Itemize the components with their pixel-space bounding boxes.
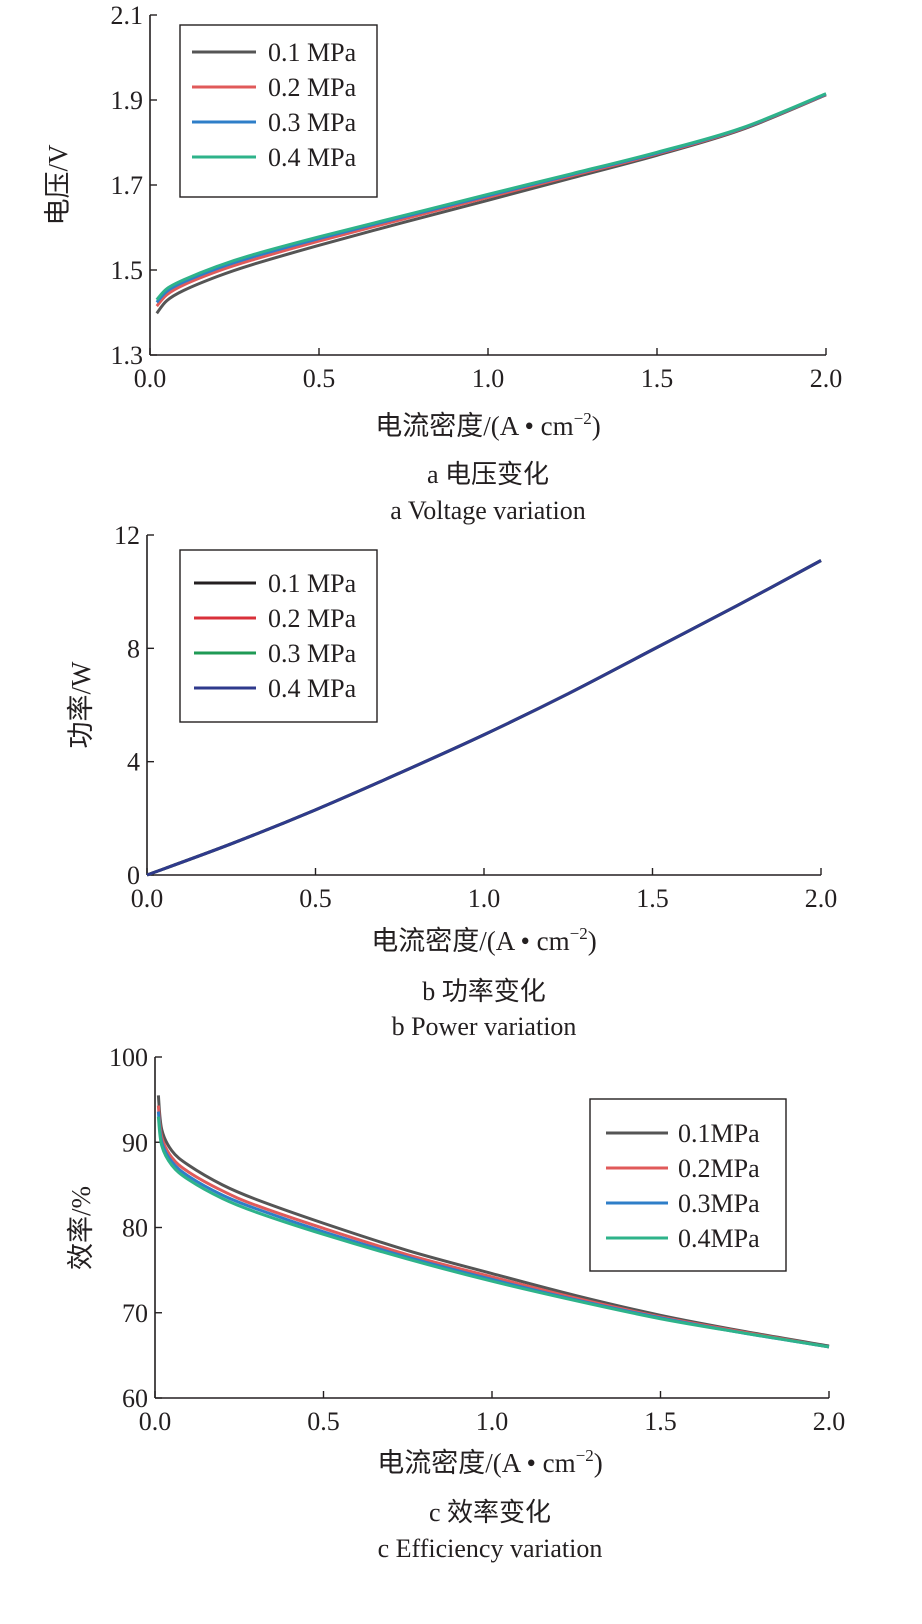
- x-tick-label: 1.5: [644, 1407, 677, 1436]
- series-line: [146, 559, 822, 877]
- efficiency-series: [156, 1095, 830, 1349]
- voltage-legend: 0.1 MPa 0.2 MPa 0.3 MPa 0.4 MPa: [179, 24, 378, 198]
- legend-label: 0.1 MPa: [268, 38, 357, 67]
- voltage-plot-area: 0.0 0.5 1.0 1.5 2.0 1.31.51.71.92.1 0.1 MPa0…: [111, 1, 843, 393]
- legend-label: 0.3 MPa: [268, 639, 357, 668]
- voltage-x-ticks: 0.0 0.5 1.0 1.5 2.0: [134, 348, 843, 393]
- efficiency-x-axis-title: 电流密度/(A • cm−2): [377, 1446, 603, 1478]
- power-x-axis-title: 电流密度/(A • cm−2): [371, 924, 597, 956]
- x-tick-label: 1.0: [472, 364, 505, 393]
- x-tick-label: 0.0: [131, 884, 164, 913]
- series-line: [156, 1116, 830, 1349]
- voltage-chart: 0.0 0.5 1.0 1.5 2.0 1.31.51.71.92.1 0.1 MPa0…: [43, 1, 843, 525]
- x-tick-label: 2.0: [813, 1407, 846, 1436]
- voltage-y-ticks: 1.3 1.5 1.7 1.9 2.1: [111, 1, 157, 370]
- legend-label: 0.2 MPa: [268, 604, 357, 633]
- y-tick-label: 4: [127, 748, 140, 777]
- y-tick-label: 1.9: [111, 86, 144, 115]
- y-tick-label: 70: [122, 1299, 148, 1328]
- x-tick-label: 0.0: [134, 364, 167, 393]
- voltage-y-axis-title: 电压/V: [43, 144, 73, 226]
- y-tick-label: 100: [109, 1043, 148, 1072]
- power-caption-cn: b 功率变化: [422, 977, 546, 1006]
- y-tick-label: 1.5: [111, 256, 144, 285]
- legend-label: 0.4 MPa: [268, 674, 357, 703]
- efficiency-legend: 0.1MPa 0.2MPa 0.3MPa 0.4MPa: [589, 1098, 787, 1272]
- y-tick-label: 8: [127, 634, 140, 663]
- efficiency-caption-cn: c 效率变化: [429, 1498, 551, 1527]
- power-x-ticks: 0.0 0.5 1.0 1.5 2.0: [131, 868, 838, 913]
- legend-label: 0.1 MPa: [268, 569, 357, 598]
- efficiency-caption-en: c Efficiency variation: [378, 1534, 603, 1563]
- power-chart: 0.0 0.5 1.0 1.5 2.0 0 4 8 12 0.1 MPa 0.2 MPa 0.3 …: [66, 521, 837, 1040]
- voltage-series: [155, 92, 827, 315]
- x-tick-label: 1.0: [476, 1407, 509, 1436]
- x-tick-label: 0.0: [139, 1407, 172, 1436]
- power-legend: 0.1 MPa 0.2 MPa 0.3 MPa 0.4 MPa: [179, 549, 378, 723]
- y-tick-label: 60: [122, 1384, 148, 1413]
- y-tick-label: 80: [122, 1214, 148, 1243]
- legend-label: 0.4 MPa: [268, 143, 357, 172]
- legend-label: 0.3MPa: [678, 1189, 760, 1218]
- efficiency-legend-box: [589, 1098, 787, 1272]
- legend-label: 0.3 MPa: [268, 108, 357, 137]
- y-tick-label: 1.7: [111, 171, 144, 200]
- series-line: [156, 1095, 830, 1348]
- voltage-legend-box: [179, 24, 378, 198]
- y-tick-label: 2.1: [111, 1, 144, 30]
- x-tick-label: 0.5: [307, 1407, 340, 1436]
- y-tick-label: 12: [114, 521, 140, 550]
- legend-label: 0.2MPa: [678, 1154, 760, 1183]
- y-tick-label: 0: [127, 861, 140, 890]
- x-tick-label: 2.0: [805, 884, 838, 913]
- efficiency-y-axis-title: 效率/%: [66, 1186, 96, 1270]
- efficiency-y-ticks: 60 70 80 90 100: [109, 1043, 162, 1413]
- voltage-caption-cn: a 电压变化: [427, 460, 549, 489]
- x-tick-label: 0.5: [299, 884, 332, 913]
- power-legend-box: [179, 549, 378, 723]
- voltage-x-axis-title: 电流密度/(A • cm−2): [375, 409, 601, 441]
- power-plot-area: 0.0 0.5 1.0 1.5 2.0 0 4 8 12 0.1 MPa 0.2 MPa 0.3 …: [114, 521, 837, 913]
- efficiency-chart: 0.0 0.5 1.0 1.5 2.0 60 70 80 90 100 0.1MPa 0.2MPa…: [66, 1043, 845, 1563]
- series-line: [155, 92, 827, 301]
- power-series: [146, 559, 822, 877]
- voltage-caption-en: a Voltage variation: [390, 496, 585, 525]
- legend-label: 0.1MPa: [678, 1119, 760, 1148]
- x-tick-label: 1.0: [468, 884, 501, 913]
- x-tick-label: 0.5: [303, 364, 336, 393]
- power-y-axis-title: 功率/W: [66, 661, 96, 749]
- power-y-ticks: 0 4 8 12: [114, 521, 154, 890]
- x-tick-label: 2.0: [810, 364, 843, 393]
- x-tick-label: 1.5: [636, 884, 669, 913]
- x-tick-label: 1.5: [641, 364, 674, 393]
- y-tick-label: 90: [122, 1128, 148, 1157]
- efficiency-x-ticks: 0.0 0.5 1.0 1.5 2.0: [139, 1391, 846, 1436]
- power-caption-en: b Power variation: [392, 1012, 577, 1040]
- y-tick-label: 1.3: [111, 341, 144, 370]
- legend-label: 0.4MPa: [678, 1224, 760, 1253]
- efficiency-plot-area: 0.0 0.5 1.0 1.5 2.0 60 70 80 90 100 0.1MPa 0.2MPa…: [109, 1043, 845, 1436]
- legend-label: 0.2 MPa: [268, 73, 357, 102]
